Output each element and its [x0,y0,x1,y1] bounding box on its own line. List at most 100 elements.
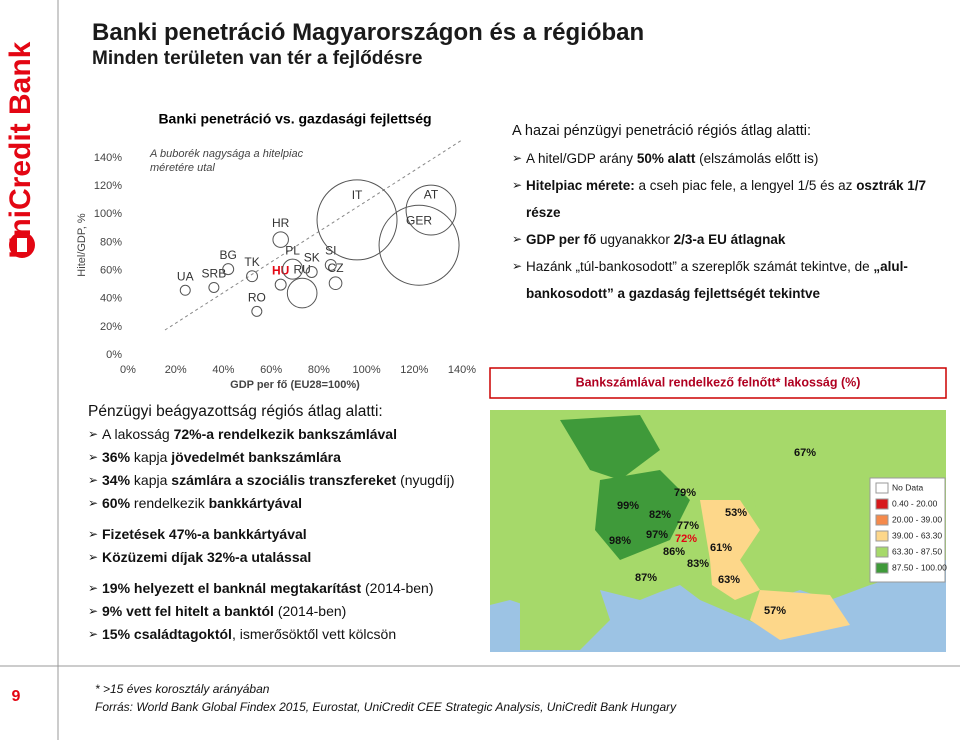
legend-swatch [875,530,889,542]
bubble-label: IT [352,188,363,202]
x-tick-label: 140% [448,364,476,376]
bullet: A hitel/GDP arány 50% alatt (elszámolás … [512,145,952,172]
map-label: 77% [677,520,699,532]
bullet-text: , ismerősöktől vett kölcsön [231,626,397,642]
bubble-label: HU [272,263,289,277]
x-tick-label: 60% [260,364,282,376]
map-label: 98% [609,535,631,547]
chart-note: A buborék nagysága a hitelpiac [149,148,304,160]
legend-swatch [875,562,889,574]
footnote: * >15 éves korosztály arányában [95,682,270,696]
bullet: 9% vett fel hitelt a banktól (2014-ben) [88,600,488,623]
map-label: 97% [646,529,668,541]
legend-label: 63.30 - 87.50 [892,546,942,556]
legend-swatch [875,482,889,494]
land-north [560,415,660,480]
bullet-text: (elszámolás előtt is) [695,151,819,166]
bullet: 36% kapja jövedelmét bankszámlára [88,446,488,469]
bullet-text: osztrák 1/7 része [526,178,926,220]
bullet: GDP per fő ugyanakkor 2/3-a EU átlagnak [512,226,952,253]
bubble [286,277,318,309]
bullet: Fizetések 47%-a bankkártyával [88,523,488,546]
map-label: 86% [663,546,685,558]
y-axis-label: Hitel/GDP, % [76,213,88,277]
map-label: 53% [725,507,747,519]
bubble [251,305,263,317]
page-number: 9 [12,688,21,705]
y-tick-label: 140% [94,152,122,164]
bubble [274,278,287,291]
bullet: A lakosság 72%-a rendelkezik bankszámláv… [88,423,488,446]
bullet: 34% kapja számlára a szociális transzfer… [88,469,488,492]
bullet-text: 72%-a rendelkezik bankszámlával [173,426,397,442]
land-balkan [710,560,760,600]
bubble [272,231,289,248]
map-label: 63% [718,574,740,586]
x-tick-label: 120% [400,364,428,376]
bullet-group: Fizetések 47%-a bankkártyával Közüzemi dí… [88,523,488,569]
bubble-label: SK [304,251,320,265]
bullet-group: A lakosság 72%-a rendelkezik bankszámláv… [88,423,488,515]
bubble-label: RO [248,291,266,305]
legend-label: 87.50 - 100.00 [892,562,947,572]
right-text: A hazai pénzügyi penetráció régiós átlag… [512,118,952,307]
y-tick-label: 20% [100,321,122,333]
map: Bankszámlával rendelkező felnőtt* lakoss… [489,367,947,652]
bullet-text: a cseh piac fele, a lengyel 1/5 és az [634,178,857,193]
bubble [305,266,318,278]
x-tick-label: 40% [212,364,234,376]
x-tick-label: 20% [165,364,187,376]
bubble [405,184,457,236]
source: Forrás: World Bank Global Findex 2015, E… [95,700,677,714]
bubble-label: UA [177,269,194,283]
y-tick-label: 60% [100,264,122,276]
map-title: Bankszámlával rendelkező felnőtt* lakoss… [576,375,861,389]
map-label: 61% [710,542,732,554]
bullet-text: kapja [130,472,172,488]
map-label: 82% [649,509,671,521]
bubble [316,179,398,261]
y-tick-label: 40% [100,293,122,305]
map-label: 87% [635,572,657,584]
bullet-text: Hazánk „túl-bankosodott” a szereplők szá… [526,259,874,274]
map-label: 99% [617,500,639,512]
bullet: 15% családtagoktól, ismerősöktől vett kö… [88,623,488,646]
heading: A hazai pénzügyi penetráció régiós átlag… [512,123,812,139]
x-tick-label: 0% [120,364,136,376]
bullet-text: rendelkezik [130,495,209,511]
bubble-label: TK [244,255,259,269]
bullet-text: 9% vett fel hitelt a banktól [102,603,274,619]
legend-label: 0.40 - 20.00 [892,498,938,508]
bullet-text: Fizetések 47%-a bankkártyával [102,526,307,542]
x-axis-label: GDP per fő (EU28=100%) [230,379,360,391]
x-tick-label: 100% [353,364,381,376]
bubble [208,281,220,293]
y-tick-label: 120% [94,180,122,192]
title: Banki penetráció Magyarországon és a rég… [92,19,645,46]
bubble [378,204,460,286]
subtitle: Minden területen van tér a fejlődésre [92,48,423,69]
bullet: Közüzemi díjak 32%-a utalással [88,546,488,569]
bullet-text: 50% alatt [636,151,696,166]
map-label: 79% [674,487,696,499]
y-tick-label: 0% [106,349,122,361]
y-tick-label: 100% [94,208,122,220]
bubble-label: BG [220,248,237,262]
bubble [246,270,259,283]
bubble-label: SRB [202,267,227,281]
bullet-text: bankkártyával [208,495,303,511]
bubble-label: HR [272,216,290,230]
chart-note: méretére utal [150,162,215,174]
bullet: Hazánk „túl-bankosodott” a szereplők szá… [512,253,952,307]
bubble-label: PL [285,243,300,257]
logo-band [0,0,40,740]
land-ukraine [700,500,760,560]
chart-title: Banki penetráció vs. gazdasági fejlettsé… [158,111,431,127]
bullet-text: jövedelmét bankszámlára [171,449,341,465]
map-label: 72% [675,533,697,545]
legend-label: 20.00 - 39.00 [892,514,942,524]
bubble-label: AT [424,187,439,201]
land-iberia [520,585,610,650]
